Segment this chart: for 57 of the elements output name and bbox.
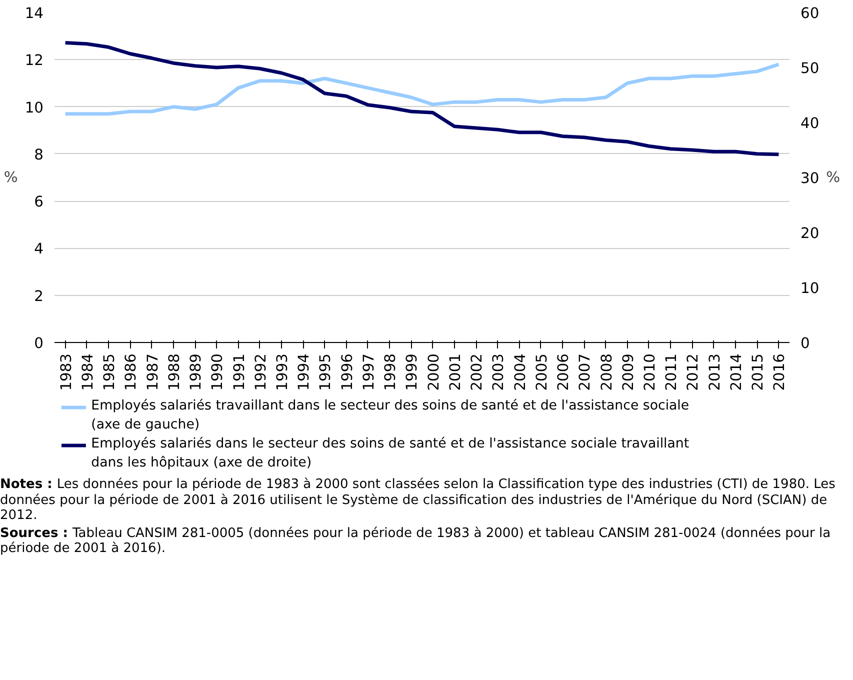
x-tick-label: 1993 [274,353,291,391]
y-tick-label: 4 [34,240,44,258]
x-tick-label: 2003 [490,353,508,391]
x-tick-label: 1995 [317,353,334,391]
x-tick-label: 2004 [512,353,529,391]
y-tick-label: 6 [34,194,44,211]
y-tick-label: 14 [24,5,44,22]
x-tick-label: 2007 [576,353,594,391]
x-tick-label: 1990 [209,353,226,391]
x-tick-label: 1992 [252,353,270,391]
x-tick-label: 2014 [728,353,745,391]
line-series [64,41,780,156]
x-tick-label: 2010 [641,353,658,391]
y-tick-label: 0 [34,335,44,352]
legend-label: Employés salariés dans le secteur des soins de santé et de l'assistance sociale travaillant dans les hôpitaux (axe de droite) [91,436,690,470]
x-tick-label: 2001 [446,353,464,391]
y-tick-label: 2 [34,288,44,305]
y2-axis-title: % [826,169,840,186]
x-tick-label: 2009 [620,353,637,391]
source-note: Sources : Tableau CANSIM 281-0005 (données pour la période de 1983 à 2000) et tableau CANSIM 281-0024 (données pour la période de 2001 à 2016). [0,526,832,557]
x-tick-label: 2011 [663,353,680,391]
x-tick-label: 2002 [468,353,486,391]
y-tick-label: 8 [34,146,44,164]
x-tick-label: 1994 [296,353,313,391]
x-tick-label: 2015 [750,353,767,391]
x-tick-label: 2008 [598,353,616,391]
x-tick-label: 1985 [101,353,118,391]
y2-tick-label: 0 [800,335,810,352]
y-axis-title: % [4,169,18,186]
y2-tick-label: 20 [800,225,820,242]
x-tick-label: 2006 [555,353,572,391]
y2-tick-label: 40 [800,115,820,132]
x-tick-label: 1988 [166,353,183,391]
line-series [64,62,780,116]
x-tick-label: 1983 [58,353,75,391]
y2-tick-label: 60 [800,5,820,22]
y2-tick-label: 10 [800,280,820,297]
x-tick-label: 1989 [188,353,205,391]
x-tick-label: 2016 [771,353,788,391]
text: Notes : Les données pour la période de 1983 à 2000 sont classées selon la Classification type des industries (CTI) de 1980. Les données pour la période de 2001 à 2016 utilisent le Système de classification des industries de l'Amérique du Nord (SCIAN) de 2012. [0,477,836,524]
x-tick-label: 2012 [684,353,702,391]
x-tick-label: 1998 [382,353,400,391]
x-tick-label: 1996 [338,353,356,391]
x-tick-label: 2005 [533,353,550,391]
x-tick-label: 1984 [79,353,96,391]
legend-label: Employés salariés travaillant dans le secteur des soins de santé et de l'assistance sociale (axe de gauche) [91,398,690,432]
x-tick-label: 1999 [404,353,421,391]
x-tick-label: 1997 [360,353,378,391]
x-tick-label: 2000 [425,353,442,391]
x-tick-label: 1987 [144,353,162,391]
y2-tick-label: 50 [800,60,820,77]
x-tick-label: 1991 [230,353,248,391]
y-tick-label: 10 [24,99,44,116]
y-tick-label: 12 [24,52,44,70]
y2-tick-label: 30 [800,170,820,187]
x-tick-label: 1986 [122,353,140,391]
x-tick-label: 2013 [706,353,724,391]
